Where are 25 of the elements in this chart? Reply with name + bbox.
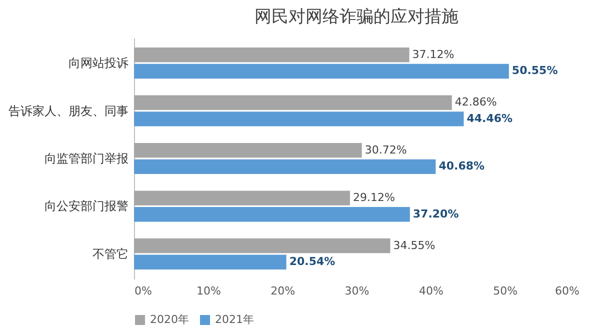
y-tick-label: 向网站投诉 xyxy=(68,56,128,70)
x-tick-label: 50% xyxy=(493,284,518,298)
x-tick-label: 30% xyxy=(344,284,370,298)
data-label: 37.12% xyxy=(412,48,454,61)
x-tick-label: 40% xyxy=(418,284,444,298)
y-tick-label: 告诉家人、朋友、同事 xyxy=(8,104,128,118)
y-tick-label: 不管它 xyxy=(92,246,128,261)
data-label: 44.46% xyxy=(466,112,513,125)
y-tick-label: 向公安部门报警 xyxy=(44,199,128,214)
chart-title: 网民对网络诈骗的应对措施 xyxy=(254,7,458,27)
x-tick-label: 60% xyxy=(555,284,580,298)
legend-label: 2020年 xyxy=(150,313,189,326)
data-label: 42.86% xyxy=(454,96,497,109)
data-label: 40.68% xyxy=(438,160,485,173)
data-label: 34.55% xyxy=(393,238,436,252)
data-label: 37.20% xyxy=(412,207,459,220)
legend-label: 2021年 xyxy=(215,313,254,326)
x-tick-label: 10% xyxy=(196,284,221,298)
data-label: 30.72% xyxy=(364,143,407,156)
data-label: 29.12% xyxy=(352,191,395,204)
x-tick-label: 0% xyxy=(134,284,152,298)
data-label: 50.55% xyxy=(512,64,558,78)
x-tick-label: 20% xyxy=(270,284,296,298)
y-tick-label: 向监管部门举报 xyxy=(44,152,128,166)
data-label: 20.54% xyxy=(289,255,336,268)
